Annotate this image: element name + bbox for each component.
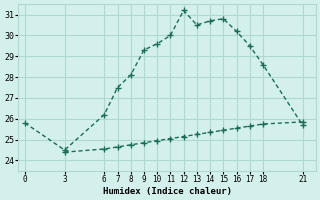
X-axis label: Humidex (Indice chaleur): Humidex (Indice chaleur) xyxy=(103,187,232,196)
